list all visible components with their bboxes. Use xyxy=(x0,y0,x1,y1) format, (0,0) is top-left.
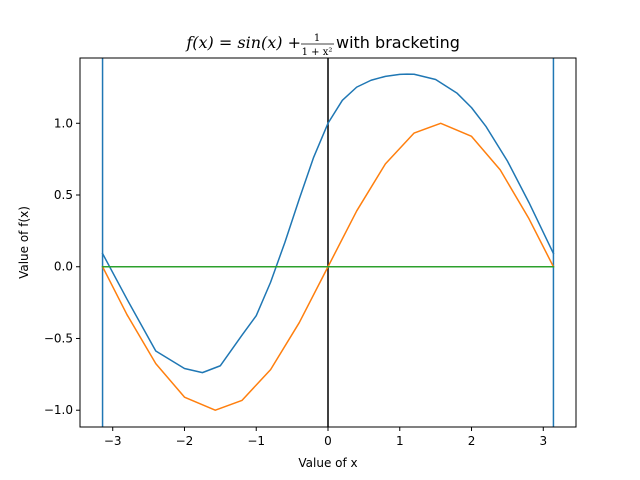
x-tick-label: −2 xyxy=(176,434,194,448)
title-frac-numerator: 1 xyxy=(314,33,320,44)
x-tick-label: 1 xyxy=(396,434,404,448)
y-tick-label: 0.5 xyxy=(54,188,73,202)
title-suffix: with bracketing xyxy=(336,33,460,52)
title-math-lhs: f(x) = sin(x) + xyxy=(185,33,301,52)
x-axis-label: Value of x xyxy=(298,456,357,470)
y-axis-label: Value of f(x) xyxy=(17,206,31,279)
y-tick-label: −1.0 xyxy=(44,403,73,417)
title-frac-denominator: 1 + x² xyxy=(302,47,333,58)
ticks: −3 −2 −1 0 1 2 3 −1.0 −0.5 0.0 0.5 1.0 xyxy=(44,116,547,448)
y-tick-label: 1.0 xyxy=(54,116,73,130)
x-tick-label: 2 xyxy=(468,434,476,448)
plot-area xyxy=(101,58,555,427)
x-tick-label: 3 xyxy=(539,434,547,448)
y-tick-label: 0.0 xyxy=(54,260,73,274)
x-tick-label: 0 xyxy=(324,434,332,448)
chart-title: f(x) = sin(x) + 1 1 + x² with bracketing xyxy=(185,33,460,58)
y-tick-label: −0.5 xyxy=(44,331,73,345)
series-line-0 xyxy=(101,73,555,374)
x-tick-label: −3 xyxy=(104,434,122,448)
x-tick-label: −1 xyxy=(247,434,265,448)
